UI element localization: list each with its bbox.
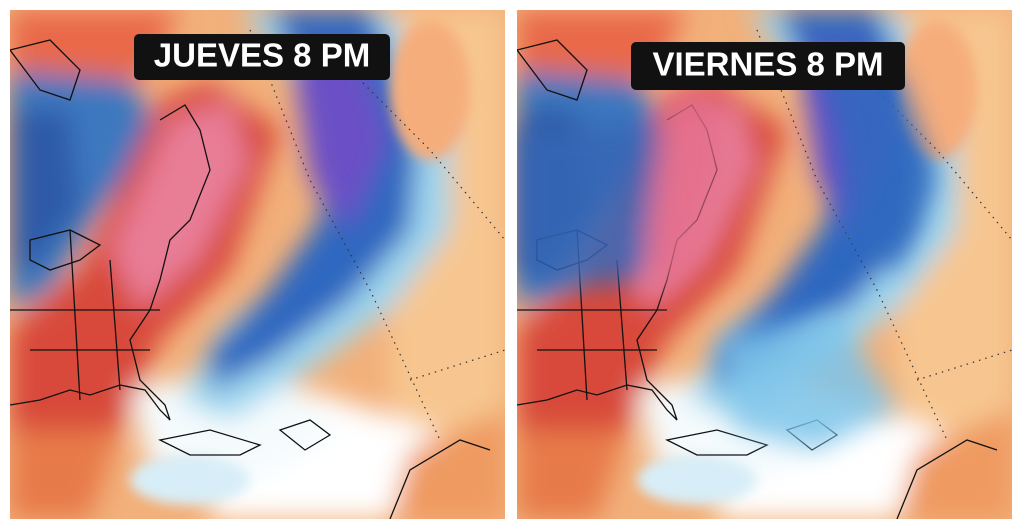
panel-label: VIERNES 8 PM [652, 46, 883, 83]
map-panel [517, 10, 1012, 519]
label-box: JUEVES 8 PM [134, 34, 390, 80]
label-box: VIERNES 8 PM [631, 42, 905, 90]
panel-label: JUEVES 8 PM [154, 37, 370, 74]
map-panel [10, 10, 505, 519]
